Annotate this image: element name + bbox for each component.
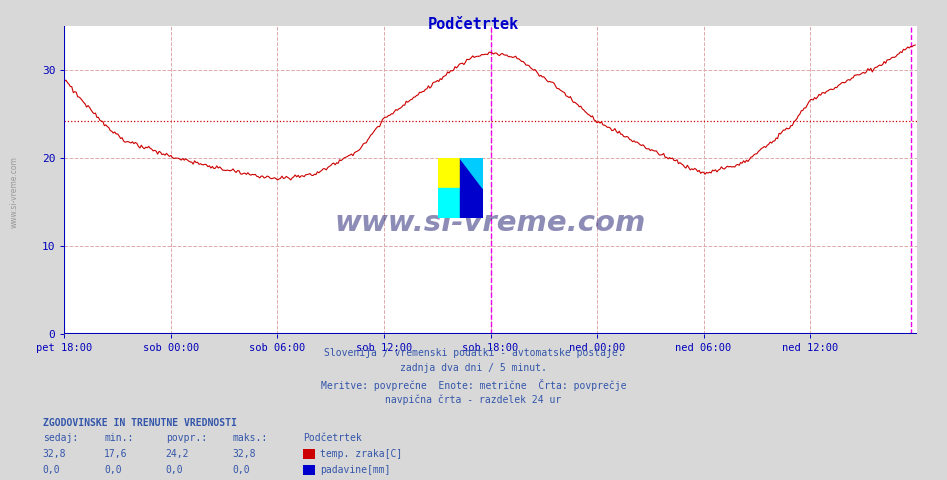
Text: www.si-vreme.com: www.si-vreme.com — [9, 156, 19, 228]
Text: www.si-vreme.com: www.si-vreme.com — [335, 209, 646, 237]
Text: povpr.:: povpr.: — [166, 433, 206, 444]
Text: Slovenija / vremenski podatki - avtomatske postaje.: Slovenija / vremenski podatki - avtomats… — [324, 348, 623, 358]
Text: zadnja dva dni / 5 minut.: zadnja dva dni / 5 minut. — [400, 363, 547, 373]
Text: temp. zraka[C]: temp. zraka[C] — [320, 449, 402, 459]
Text: min.:: min.: — [104, 433, 134, 444]
Bar — [460, 158, 483, 218]
Text: 0,0: 0,0 — [232, 465, 250, 475]
Text: 17,6: 17,6 — [104, 449, 128, 459]
Text: sedaj:: sedaj: — [43, 433, 78, 444]
Text: ZGODOVINSKE IN TRENUTNE VREDNOSTI: ZGODOVINSKE IN TRENUTNE VREDNOSTI — [43, 418, 237, 428]
Text: 24,2: 24,2 — [166, 449, 189, 459]
Text: padavine[mm]: padavine[mm] — [320, 465, 390, 475]
Text: Podčetrtek: Podčetrtek — [303, 433, 362, 444]
Polygon shape — [460, 158, 483, 188]
Text: 32,8: 32,8 — [232, 449, 256, 459]
Text: navpična črta - razdelek 24 ur: navpična črta - razdelek 24 ur — [385, 394, 562, 405]
Text: 0,0: 0,0 — [104, 465, 122, 475]
Text: 0,0: 0,0 — [43, 465, 61, 475]
Text: 0,0: 0,0 — [166, 465, 184, 475]
Bar — [438, 158, 460, 188]
Text: Meritve: povprečne  Enote: metrične  Črta: povprečje: Meritve: povprečne Enote: metrične Črta:… — [321, 379, 626, 391]
Text: Podčetrtek: Podčetrtek — [428, 17, 519, 32]
Bar — [438, 188, 460, 218]
Text: 32,8: 32,8 — [43, 449, 66, 459]
Text: maks.:: maks.: — [232, 433, 267, 444]
